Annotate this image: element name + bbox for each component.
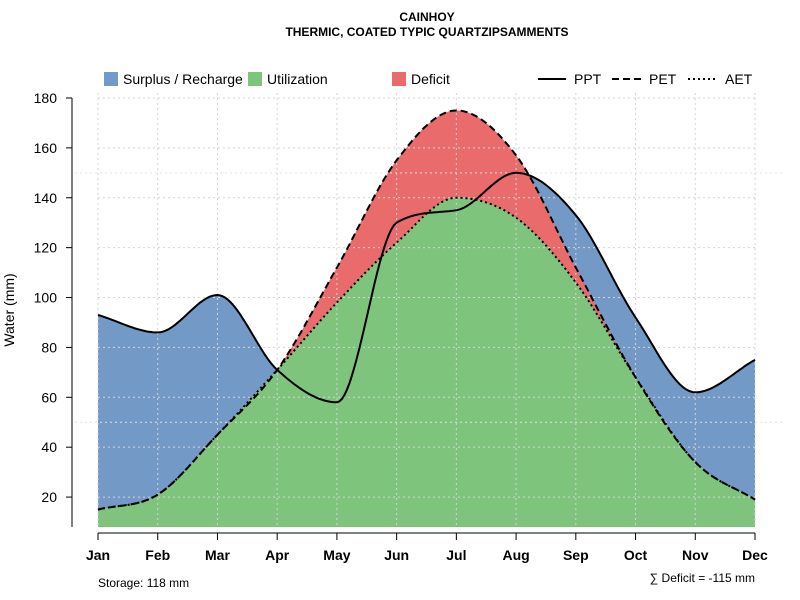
x-tick-label: Aug	[502, 547, 529, 563]
chart-subtitle: THERMIC, COATED TYPIC QUARTZIPSAMMENTS	[285, 25, 568, 39]
x-tick-label: Jun	[384, 547, 409, 563]
y-tick-label: 140	[34, 190, 58, 206]
legend-label-pet: PET	[649, 71, 677, 87]
y-tick-label: 60	[41, 389, 57, 405]
legend-label-utilization: Utilization	[267, 71, 328, 87]
plot-area: 20 40 60 80 100 120 140 160 180 Jan Feb Mar Apr May Ju…	[34, 90, 785, 563]
legend: Surplus / Recharge Utilization Deficit P…	[104, 71, 753, 87]
series-line-pet	[97, 109, 756, 511]
x-tick-label: Jul	[446, 547, 466, 563]
y-tick-label: 120	[34, 240, 58, 256]
deficit-area	[98, 110, 755, 510]
x-tick-label: Jan	[86, 547, 110, 563]
utilization-area	[98, 197, 755, 528]
x-tick-label: Apr	[265, 547, 290, 563]
y-tick-label: 100	[34, 290, 58, 306]
x-tick-label: Mar	[205, 547, 230, 563]
x-tick-label: Sep	[563, 547, 589, 563]
legend-swatch-surplus	[104, 72, 118, 86]
legend-label-surplus: Surplus / Recharge	[123, 71, 243, 87]
x-tick-label: Feb	[145, 547, 170, 563]
x-tick-label: May	[323, 547, 350, 563]
y-axis-label: Water (mm)	[1, 273, 17, 346]
y-tick-label: 180	[34, 90, 58, 106]
legend-swatch-utilization	[248, 72, 262, 86]
legend-swatch-deficit	[392, 72, 406, 86]
chart-title: CAINHOY	[399, 10, 454, 24]
x-tick-label: Dec	[742, 547, 768, 563]
x-tick-label: Nov	[682, 547, 709, 563]
legend-label-deficit: Deficit	[411, 71, 450, 87]
series-line-aet	[97, 196, 756, 511]
y-tick-label: 80	[41, 339, 57, 355]
y-tick-label: 160	[34, 140, 58, 156]
x-tick-label: Oct	[624, 547, 648, 563]
storage-annotation: Storage: 118 mm	[98, 576, 189, 590]
deficit-annotation: ∑ Deficit = -115 mm	[650, 571, 755, 585]
y-tick-label: 40	[41, 439, 57, 455]
y-tick-label: 20	[41, 489, 57, 505]
legend-label-aet: AET	[725, 71, 753, 87]
legend-label-ppt: PPT	[574, 71, 602, 87]
